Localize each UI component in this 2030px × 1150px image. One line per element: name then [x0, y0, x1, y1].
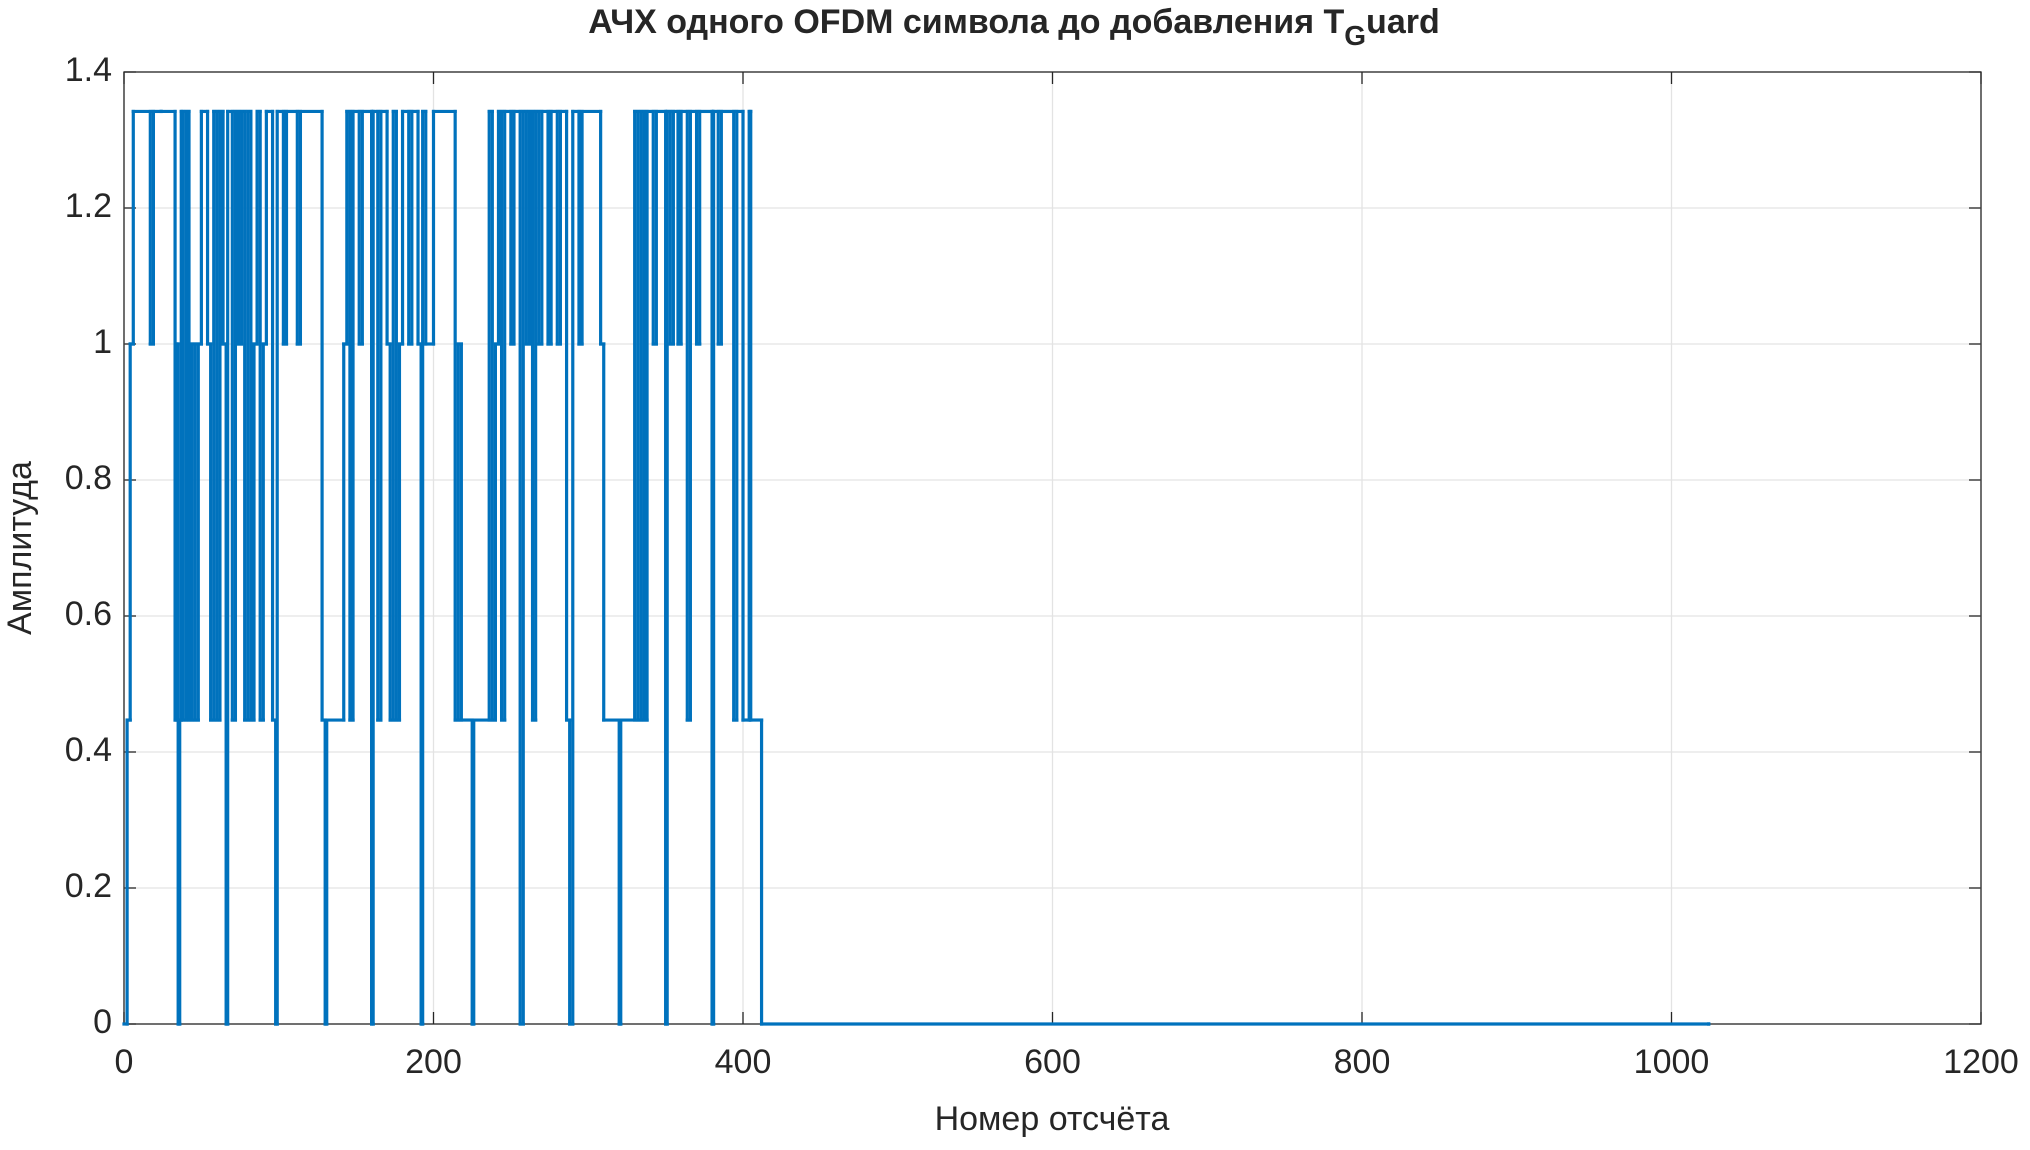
- y-tick-label: 1: [93, 323, 112, 361]
- x-tick-label: 1200: [1943, 1043, 2019, 1081]
- y-tick-label: 0.4: [65, 731, 112, 769]
- title-end: uard: [1366, 3, 1440, 41]
- y-tick-label: 0: [93, 1003, 112, 1041]
- title-subscript: G: [1344, 20, 1366, 51]
- x-tick-label: 200: [405, 1043, 462, 1081]
- y-tick-label: 1.2: [65, 187, 112, 225]
- x-tick-label: 800: [1334, 1043, 1391, 1081]
- x-tick-label: 400: [715, 1043, 772, 1081]
- y-tick-label: 1.4: [65, 51, 112, 89]
- chart-title: АЧХ одного OFDM символа до добавления TG…: [588, 3, 1439, 51]
- x-tick-label: 1000: [1634, 1043, 1710, 1081]
- y-tick-label: 0.6: [65, 595, 112, 633]
- title-main: АЧХ одного OFDM символа до добавления T: [588, 3, 1344, 41]
- x-tick-label: 600: [1024, 1043, 1081, 1081]
- x-axis-label: Номер отсчёта: [935, 1100, 1170, 1138]
- y-tick-label: 0.8: [65, 459, 112, 497]
- y-tick-label: 0.2: [65, 867, 112, 905]
- x-tick-label: 0: [115, 1043, 134, 1081]
- y-axis-label: Амплитуда: [1, 461, 39, 635]
